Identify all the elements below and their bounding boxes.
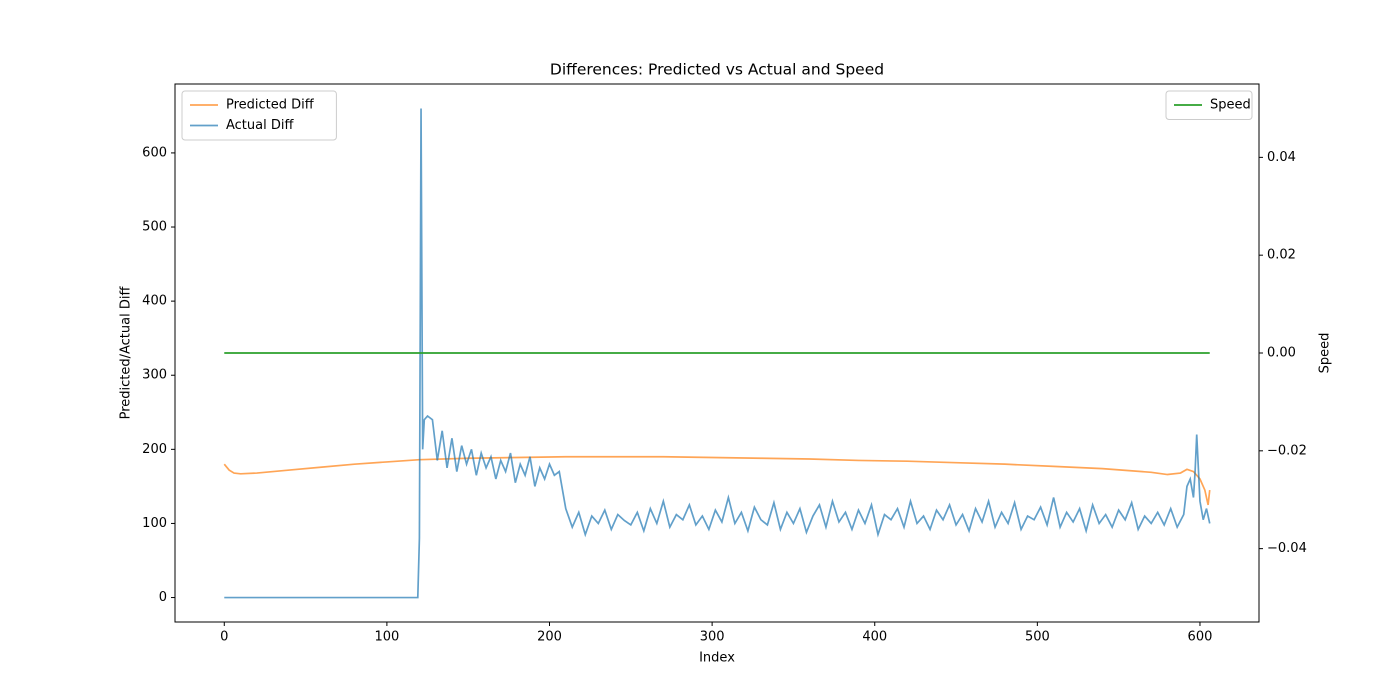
legend-label: Predicted Diff — [226, 98, 315, 113]
y-tick-label: 500 — [142, 220, 167, 235]
y2-tick-label: 0.04 — [1267, 150, 1296, 165]
legend-box — [181, 90, 337, 141]
legend: Predicted Diff Actual Diff — [181, 90, 337, 141]
y-axis-label: Predicted/Actual Diff — [119, 286, 134, 420]
series-line — [223, 455, 1211, 506]
x-tick-label: 0 — [220, 630, 228, 645]
x-tick-label: 500 — [1025, 630, 1050, 645]
y-tick-label: 300 — [142, 368, 167, 383]
y2-tick-label: 0.02 — [1267, 248, 1296, 263]
y-tick-label: 200 — [142, 442, 167, 457]
series-line — [224, 108, 1211, 599]
x-tick-label: 100 — [374, 630, 399, 645]
y-tick-label: 600 — [142, 145, 167, 160]
plot-frame — [174, 83, 1260, 623]
x-tick-label: 600 — [1188, 630, 1213, 645]
legend-label: Actual Diff — [226, 118, 294, 133]
x-tick-label: 200 — [537, 630, 562, 645]
x-tick-label: 400 — [862, 630, 887, 645]
legend-box — [1165, 90, 1253, 120]
y2-axis-label: Speed — [1318, 333, 1333, 374]
y-tick-label: 400 — [142, 294, 167, 309]
y2-tick-label: −0.02 — [1267, 443, 1307, 458]
y-tick-label: 100 — [142, 516, 167, 531]
chart-title: Differences: Predicted vs Actual and Spe… — [550, 61, 884, 79]
x-tick-label: 300 — [700, 630, 725, 645]
x-axis-label: Index — [699, 651, 735, 666]
y-tick-label: 0 — [159, 590, 167, 605]
y2-tick-label: −0.04 — [1267, 541, 1307, 556]
y2-tick-label: 0.00 — [1267, 346, 1296, 361]
legend: Speed — [1165, 90, 1253, 120]
legend-label: Speed — [1210, 98, 1251, 113]
